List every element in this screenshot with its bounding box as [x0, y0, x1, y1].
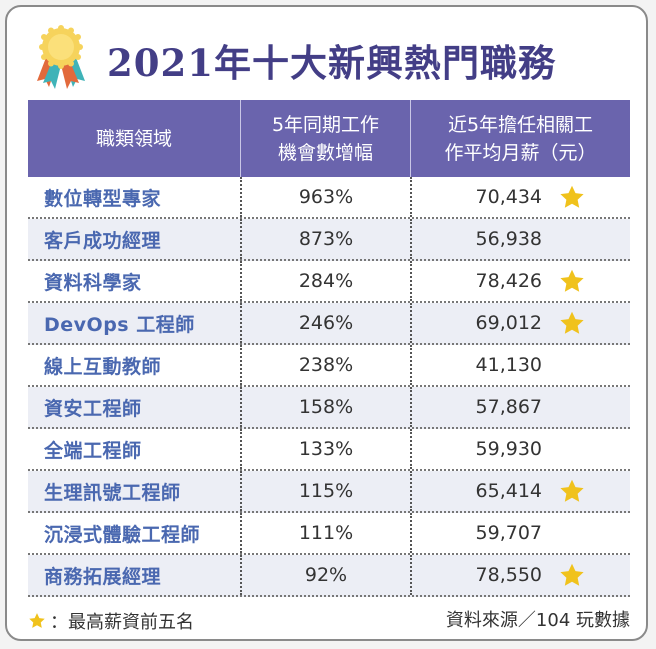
table-header: 職類領域 5年同期工作 機會數增幅 近5年擔任相關工 作平均月薪（元） — [28, 100, 630, 177]
salary-value: 78,426 — [475, 270, 542, 292]
salary-cell: 78,550 — [410, 555, 630, 595]
table-row: 全端工程師 133% 59,930 — [28, 429, 630, 471]
growth-value: 963% — [240, 177, 410, 217]
job-name: DevOps 工程師 — [44, 313, 195, 336]
table-row: 商務拓展經理 92% 78,550 — [28, 555, 630, 597]
growth-value: 133% — [240, 429, 410, 469]
header-job-field: 職類領域 — [95, 127, 172, 150]
salary-value: 69,012 — [475, 312, 542, 334]
table-row: 數位轉型專家 963% 70,434 — [28, 177, 630, 219]
table-row: 客戶成功經理 873% 56,938 — [28, 219, 630, 261]
growth-value: 111% — [240, 513, 410, 553]
salary-cell: 59,707 — [410, 513, 630, 553]
table-row: 生理訊號工程師 115% 65,414 — [28, 471, 630, 513]
salary-value: 57,867 — [475, 396, 542, 418]
star-icon — [560, 269, 584, 292]
table-row: 資料科學家 284% 78,426 — [28, 261, 630, 303]
jobs-table: 職類領域 5年同期工作 機會數增幅 近5年擔任相關工 作平均月薪（元） 數位轉型… — [28, 100, 630, 597]
header-growth-line2: 機會數增幅 — [277, 141, 373, 164]
data-source: 資料來源／104 玩數據 — [445, 610, 630, 631]
growth-value: 246% — [240, 303, 410, 343]
salary-value: 65,414 — [475, 480, 542, 502]
salary-cell: 65,414 — [410, 471, 630, 511]
job-name: 沉浸式體驗工程師 — [44, 523, 201, 546]
salary-cell: 69,012 — [410, 303, 630, 343]
job-name: 數位轉型專家 — [44, 187, 162, 210]
salary-cell: 56,938 — [410, 219, 630, 259]
star-icon — [560, 479, 584, 502]
job-name: 全端工程師 — [44, 439, 142, 462]
job-name: 生理訊號工程師 — [44, 481, 181, 504]
salary-value: 70,434 — [475, 186, 542, 208]
salary-cell: 59,930 — [410, 429, 630, 469]
header-salary-line1: 近5年擔任相關工 — [447, 113, 594, 136]
growth-value: 92% — [240, 555, 410, 595]
star-icon — [560, 563, 584, 586]
table-row: 資安工程師 158% 57,867 — [28, 387, 630, 429]
salary-cell: 41,130 — [410, 345, 630, 385]
page-title: 2021年十大新興熱門職務 — [107, 41, 556, 85]
star-icon — [560, 185, 584, 208]
salary-value: 59,707 — [475, 522, 542, 544]
growth-value: 238% — [240, 345, 410, 385]
job-name: 客戶成功經理 — [44, 229, 162, 252]
table-row: 線上互動教師 238% 41,130 — [28, 345, 630, 387]
job-name: 資料科學家 — [44, 271, 142, 294]
table-body: 數位轉型專家 963% 70,434 客戶成功經理 873% 56,938 資料科學家 284… — [28, 177, 630, 597]
legend-text: ：最高薪資前五名 — [50, 612, 194, 633]
salary-value: 59,930 — [475, 438, 542, 460]
salary-value: 56,938 — [475, 228, 542, 250]
growth-value: 284% — [240, 261, 410, 301]
salary-value: 41,130 — [475, 354, 542, 376]
legend: ：最高薪資前五名 — [28, 606, 194, 636]
salary-cell: 78,426 — [410, 261, 630, 301]
medal-ribbon-icon — [37, 25, 85, 89]
growth-value: 873% — [240, 219, 410, 259]
table-row: DevOps 工程師 246% 69,012 — [28, 303, 630, 345]
job-name: 線上互動教師 — [44, 355, 162, 378]
growth-value: 158% — [240, 387, 410, 427]
star-icon — [29, 613, 45, 628]
growth-value: 115% — [240, 471, 410, 511]
header-salary: 近5年擔任相關工 作平均月薪（元） — [410, 100, 630, 177]
header-salary-line2: 作平均月薪（元） — [444, 141, 597, 164]
salary-value: 78,550 — [475, 564, 542, 586]
salary-cell: 57,867 — [410, 387, 630, 427]
job-name: 資安工程師 — [44, 397, 142, 420]
job-name: 商務拓展經理 — [44, 565, 162, 588]
table-row: 沉浸式體驗工程師 111% 59,707 — [28, 513, 630, 555]
header-growth: 5年同期工作 機會數增幅 — [240, 100, 410, 177]
star-icon — [560, 311, 584, 334]
salary-cell: 70,434 — [410, 177, 630, 217]
header-growth-line1: 5年同期工作 — [271, 113, 380, 136]
